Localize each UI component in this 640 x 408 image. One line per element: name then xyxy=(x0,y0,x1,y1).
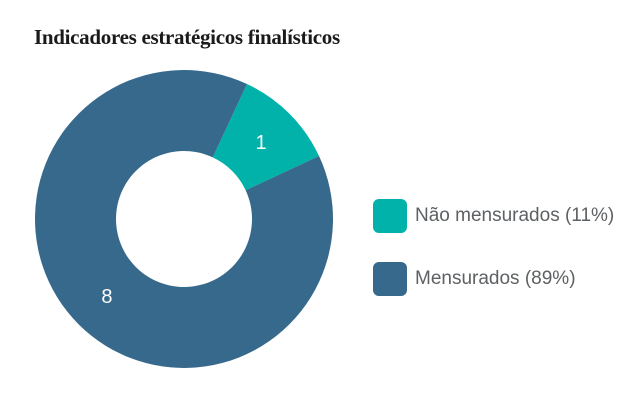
chart-title: Indicadores estratégicos finalísticos xyxy=(34,25,340,49)
chart-legend: Não mensurados (11%) Mensurados (89%) xyxy=(373,199,614,296)
slice-value-label-1: 8 xyxy=(101,286,112,308)
legend-swatch-nao-mensurados xyxy=(373,199,407,233)
legend-swatch-mensurados xyxy=(373,262,407,296)
pie-slice-1[interactable] xyxy=(35,69,334,368)
pie-slice-0[interactable] xyxy=(212,83,320,191)
legend-label-nao-mensurados: Não mensurados (11%) xyxy=(415,205,615,226)
legend-item-nao-mensurados[interactable]: Não mensurados (11%) xyxy=(373,199,614,233)
slice-value-label-0: 1 xyxy=(256,132,267,154)
legend-item-mensurados[interactable]: Mensurados (89%) xyxy=(373,262,614,296)
legend-label-mensurados: Mensurados (89%) xyxy=(415,268,576,289)
